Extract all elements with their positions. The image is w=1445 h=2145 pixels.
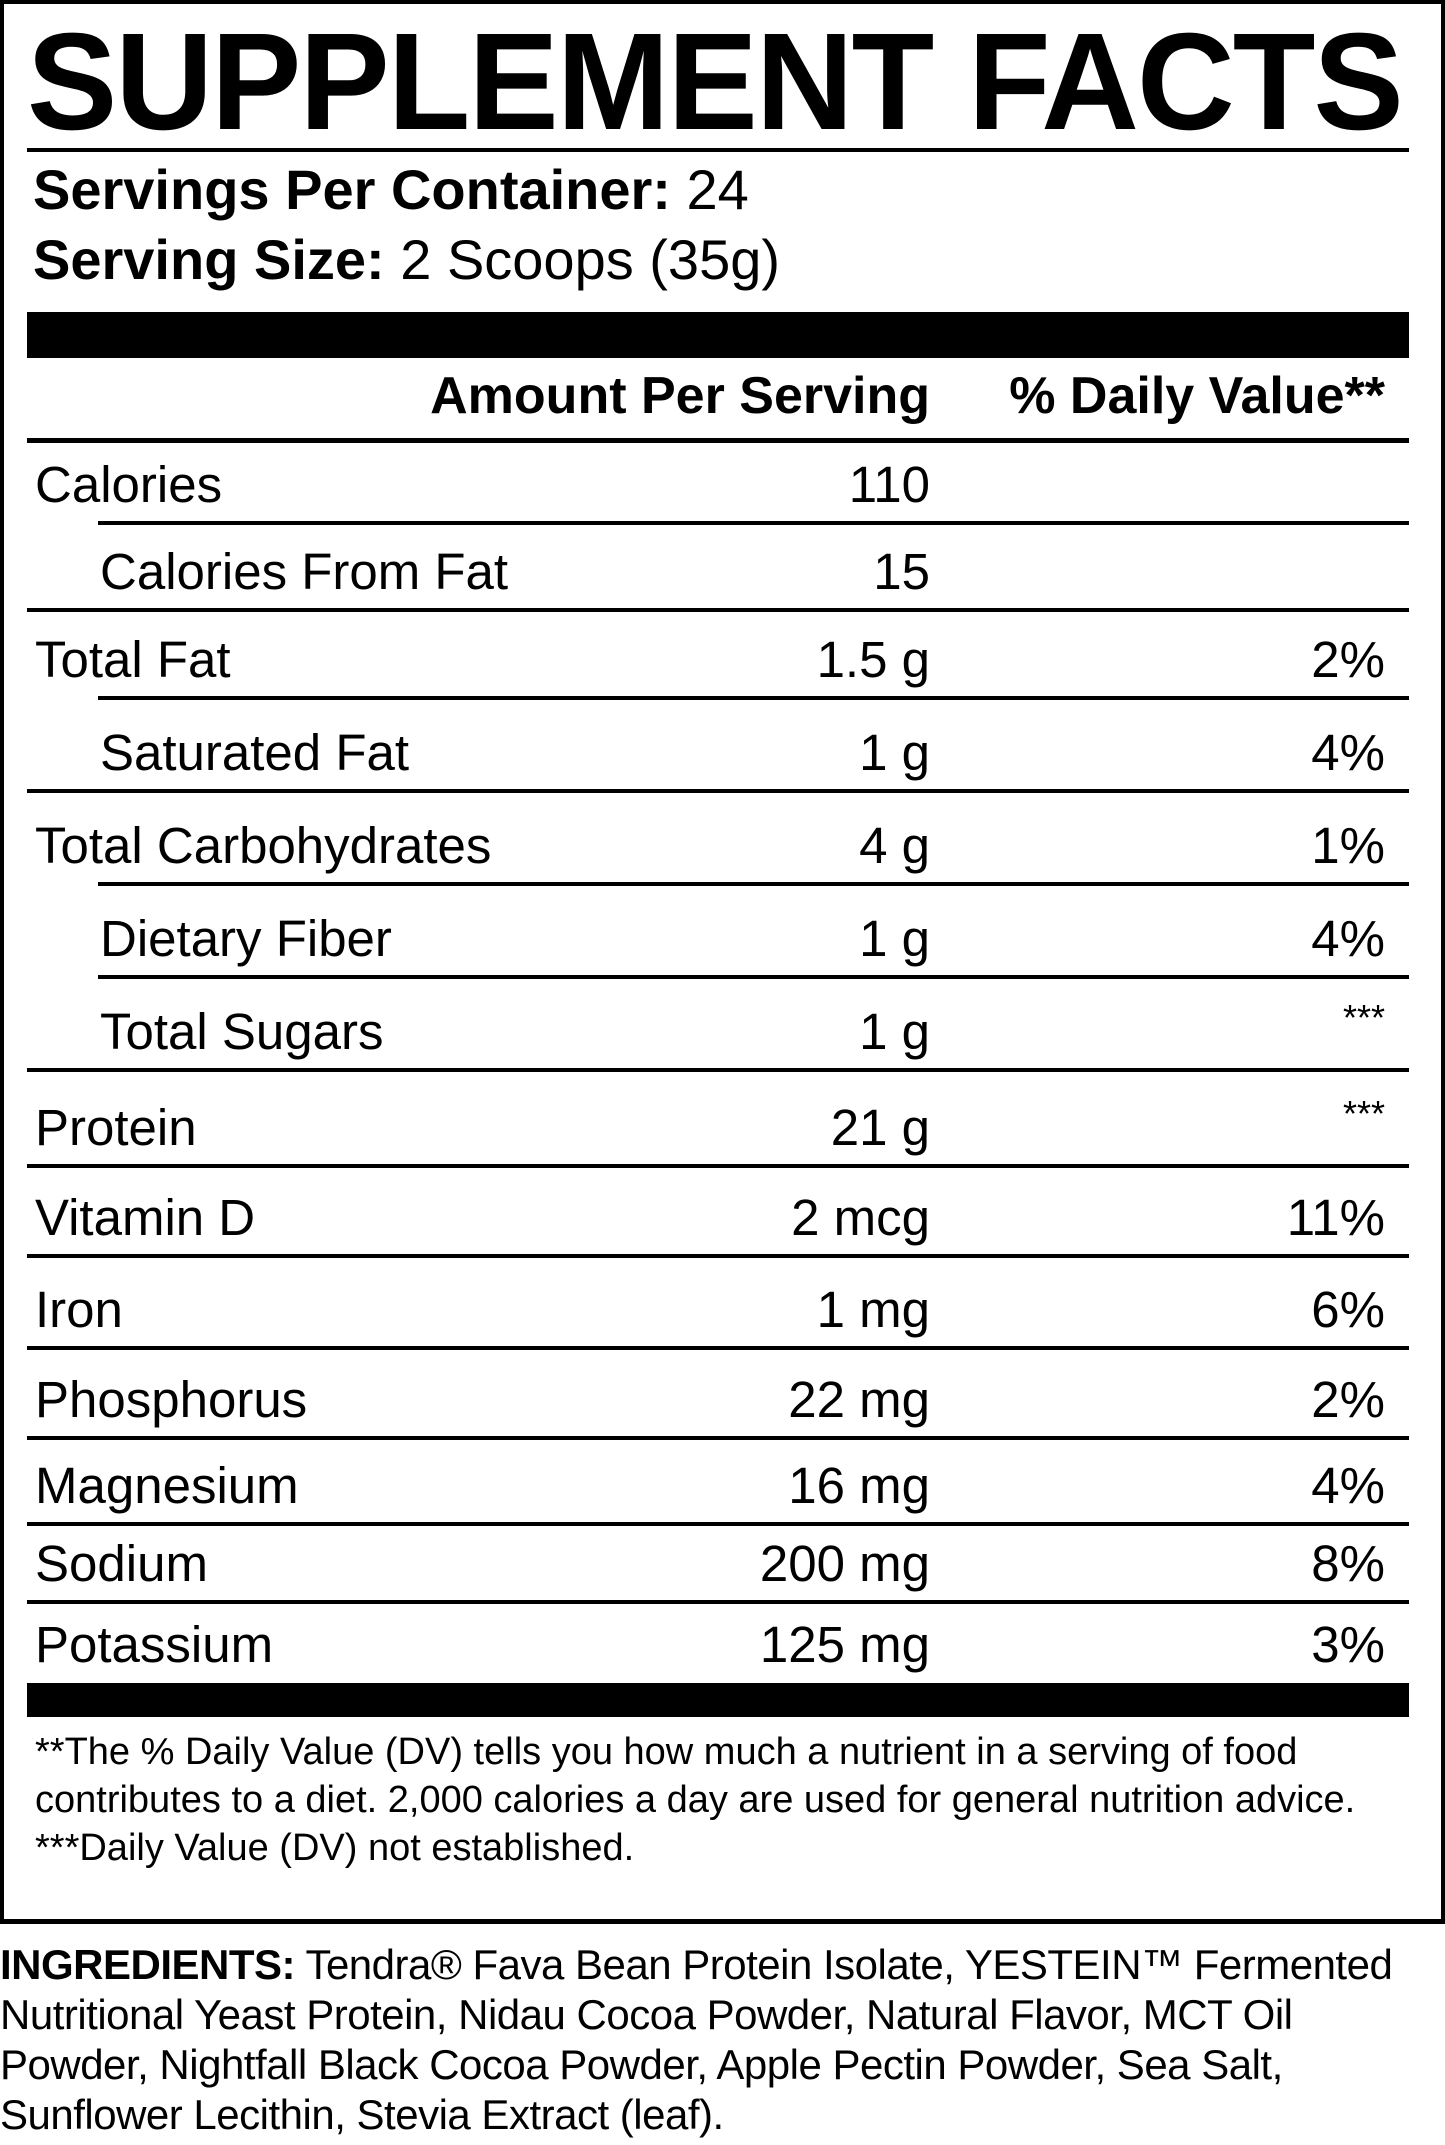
nutrient-name: Dietary Fiber [100,910,392,967]
daily-value-footnote: **The % Daily Value (DV) tells you how m… [35,1731,1356,1821]
divider [27,1522,1409,1526]
thick-divider [27,312,1409,358]
nutrient-amount: 16 mg [788,1457,930,1514]
nutrient-name: Potassium [35,1616,274,1673]
nutrient-daily-value: 4% [1311,724,1385,781]
nutrient-name: Saturated Fat [100,724,410,781]
divider [27,1436,1409,1440]
nutrient-amount: 22 mg [788,1371,930,1428]
divider [27,1600,1409,1604]
nutrient-name: Sodium [35,1535,208,1592]
divider [98,882,1409,886]
nutrient-amount: 1.5 g [816,631,930,688]
ingredients-text: Tendra® Fava Bean Protein Isolate, YESTE… [0,1941,1393,2138]
footnotes: **The % Daily Value (DV) tells you how m… [35,1728,1415,1872]
nutrient-amount: 1 g [859,724,930,781]
supplement-facts-panel [0,0,1445,1924]
nutrient-amount: 1 mg [816,1281,930,1338]
ingredients: INGREDIENTS: Tendra® Fava Bean Protein I… [0,1940,1445,2140]
serving-size: Serving Size: 2 Scoops (35g) [33,230,780,290]
not-established-footnote: ***Daily Value (DV) not established. [35,1827,635,1869]
nutrient-daily-value: 4% [1311,1457,1385,1514]
nutrient-daily-value: 4% [1311,910,1385,967]
nutrient-amount: 2 mcg [791,1189,930,1246]
servings-per-container-label: Servings Per Container: [33,158,671,221]
nutrient-daily-value: 1% [1311,817,1385,874]
nutrient-name: Total Carbohydrates [35,817,492,874]
nutrient-row: Iron 1 mg 6% [27,1256,1409,1348]
nutrient-amount: 125 mg [759,1616,930,1673]
nutrient-amount: 4 g [859,817,930,874]
divider [27,608,1409,612]
nutrient-row: Calories 110 [27,443,1409,523]
nutrient-row: Protein 21 g *** [27,1070,1409,1166]
nutrient-daily-value: 6% [1311,1281,1385,1338]
nutrient-daily-value: *** [1342,997,1385,1038]
divider [27,1164,1409,1168]
nutrient-amount: 200 mg [759,1535,930,1592]
nutrient-name: Vitamin D [35,1189,256,1246]
nutrient-name: Magnesium [35,1457,299,1514]
nutrient-amount: 1 g [859,910,930,967]
ingredients-label: INGREDIENTS: [0,1941,296,1988]
nutrient-name: Protein [35,1099,197,1156]
nutrient-row: Vitamin D 2 mcg 11% [27,1166,1409,1256]
thick-divider [27,1683,1409,1717]
panel-title: SUPPLEMENT FACTS [27,5,1404,159]
nutrient-name: Iron [35,1281,123,1338]
nutrient-amount: 21 g [830,1099,930,1156]
nutrient-amount: 110 [848,456,930,513]
serving-size-label: Serving Size: [33,228,385,291]
nutrient-amount: 1 g [859,1003,930,1060]
nutrient-row: Total Sugars 1 g *** [27,977,1409,1070]
nutrient-name: Total Sugars [100,1003,384,1060]
nutrient-name: Phosphorus [35,1371,308,1428]
nutrient-row: Potassium 125 mg 3% [27,1602,1409,1683]
nutrient-row: Magnesium 16 mg 4% [27,1438,1409,1524]
nutrient-row: Total Carbohydrates 4 g 1% [27,791,1409,884]
nutrient-row: Phosphorus 22 mg 2% [27,1348,1409,1438]
divider [27,1346,1409,1350]
nutrient-daily-value: 2% [1311,631,1385,688]
nutrient-amount: 15 [873,543,930,600]
divider [27,148,1409,152]
divider [27,1254,1409,1258]
servings-per-container-value: 24 [686,158,749,221]
nutrient-daily-value: 3% [1311,1616,1385,1673]
divider [27,438,1409,443]
nutrient-daily-value: 2% [1311,1371,1385,1428]
nutrient-row: Saturated Fat 1 g 4% [27,698,1409,791]
servings-per-container: Servings Per Container: 24 [33,160,749,220]
nutrient-row: Dietary Fiber 1 g 4% [27,884,1409,977]
daily-value-header: % Daily Value** [1009,367,1385,425]
nutrient-name: Calories [35,456,223,513]
divider [27,789,1409,793]
nutrient-name: Calories From Fat [100,543,509,600]
serving-size-value: 2 Scoops (35g) [400,228,781,291]
divider [98,975,1409,979]
nutrient-row: Sodium 200 mg 8% [27,1524,1409,1602]
divider [98,521,1409,525]
nutrient-row: Calories From Fat 15 [27,523,1409,610]
divider [27,1068,1409,1072]
nutrient-daily-value: 11% [1286,1189,1385,1246]
nutrient-daily-value: *** [1342,1093,1385,1134]
nutrient-name: Total Fat [35,631,231,688]
nutrient-daily-value: 8% [1311,1535,1385,1592]
divider [98,696,1409,700]
amount-per-serving-header: Amount Per Serving [430,367,930,425]
nutrient-row: Total Fat 1.5 g 2% [27,610,1409,698]
